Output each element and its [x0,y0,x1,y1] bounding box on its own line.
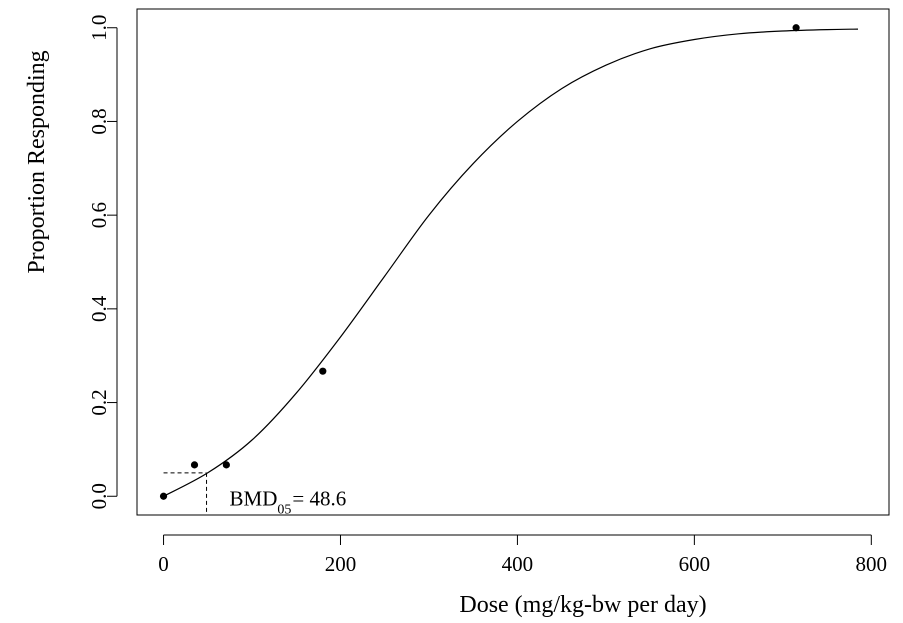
x-tick-label: 0 [158,552,169,576]
data-points [159,24,800,500]
fitted-curve [163,28,859,497]
y-tick-label: 0.6 [87,202,111,228]
x-tick-label: 800 [856,552,888,576]
y-tick-label: 1.0 [87,15,111,41]
y-tick-label: 0.4 [87,295,111,322]
bmd-annotation: BMD05= 48.6 [230,486,347,517]
y-axis-title: Proportion Responding [24,50,50,273]
data-point [792,24,800,32]
x-axis: 0 200 400 600 800 [158,534,888,576]
data-point [190,461,199,469]
x-tick-label: 600 [679,552,711,576]
data-point [222,461,230,469]
y-tick-label: 0.0 [87,483,111,509]
x-axis-title: Dose (mg/kg-bw per day) [459,592,706,618]
y-tick-label: 0.8 [87,108,111,134]
x-tick-label: 200 [325,552,357,576]
x-tick-label: 400 [502,552,534,576]
bmd-reference-lines [163,472,208,515]
plot-frame [136,8,890,516]
data-point [319,367,327,375]
y-axis: 0.0 0.2 0.4 0.6 0.8 1.0 [87,15,118,509]
data-point [159,492,168,500]
y-tick-label: 0.2 [87,389,111,415]
